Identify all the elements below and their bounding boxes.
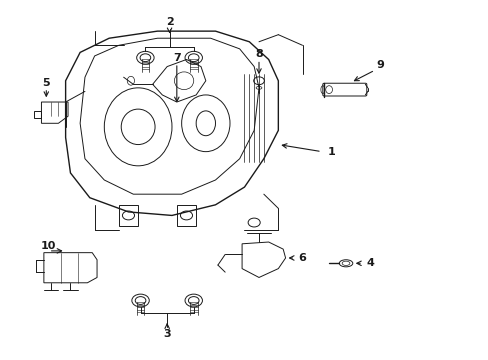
Text: 2: 2 — [165, 17, 173, 27]
Text: 8: 8 — [255, 49, 263, 59]
Text: 4: 4 — [366, 258, 373, 268]
Text: 10: 10 — [41, 240, 56, 251]
Text: 1: 1 — [327, 147, 335, 157]
Text: 7: 7 — [173, 53, 181, 63]
Text: 6: 6 — [298, 253, 306, 263]
Text: 5: 5 — [42, 77, 50, 87]
Text: 3: 3 — [163, 329, 171, 339]
Text: 9: 9 — [375, 60, 383, 70]
